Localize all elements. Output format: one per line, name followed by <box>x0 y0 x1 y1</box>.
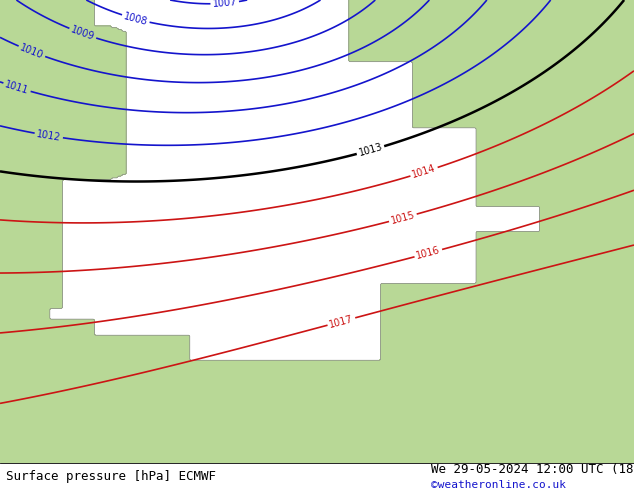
Text: 1009: 1009 <box>70 24 96 42</box>
Text: 1007: 1007 <box>212 0 238 9</box>
Text: ©weatheronline.co.uk: ©weatheronline.co.uk <box>431 480 566 490</box>
Text: 1008: 1008 <box>122 11 149 27</box>
Text: 1013: 1013 <box>358 142 384 158</box>
Text: 1014: 1014 <box>411 163 437 180</box>
Text: Surface pressure [hPa] ECMWF: Surface pressure [hPa] ECMWF <box>6 470 216 483</box>
Text: 1010: 1010 <box>18 42 45 61</box>
Text: 1012: 1012 <box>36 129 61 143</box>
Text: 1017: 1017 <box>328 314 354 329</box>
Text: 1011: 1011 <box>4 79 30 96</box>
Text: We 29-05-2024 12:00 UTC (18+66): We 29-05-2024 12:00 UTC (18+66) <box>431 463 634 476</box>
Text: 1015: 1015 <box>390 210 416 226</box>
Text: 1016: 1016 <box>415 245 441 261</box>
